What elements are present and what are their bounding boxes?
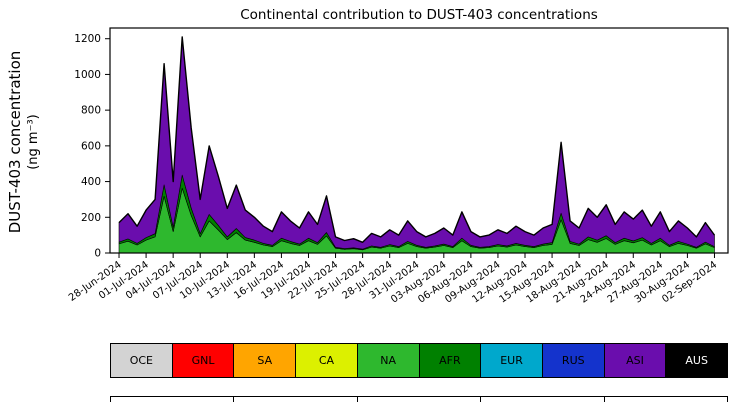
legend-item-AUS: AUS <box>665 344 728 377</box>
legend-item-GNL: GNL <box>171 344 234 377</box>
legend-item-EUR: EUR <box>480 344 542 377</box>
plot-frame <box>109 27 729 254</box>
y-tick-label: 400 <box>81 176 101 188</box>
legend-item-AFR: AFR <box>418 344 481 377</box>
legend-item-NA: NA <box>356 344 419 377</box>
y-tick-label: 200 <box>81 212 101 224</box>
y-tick-label: 1200 <box>74 33 101 45</box>
y-tick-label: 600 <box>81 140 101 152</box>
partial-table-cell <box>111 397 233 402</box>
partial-table-cell <box>233 397 356 402</box>
legend-item-CA: CA <box>295 344 357 377</box>
partial-table-row <box>110 396 728 402</box>
legend-item-RUS: RUS <box>541 344 604 377</box>
y-axis-label: DUST-403 concentration (ng m⁻³) <box>6 0 50 292</box>
legend-item-SA: SA <box>233 344 296 377</box>
continent-legend: OCE GNL SA CA NA AFR EUR RUS ASI AUS <box>110 343 728 378</box>
partial-table-cell <box>356 397 480 402</box>
chart-title: Continental contribution to DUST-403 con… <box>240 7 598 23</box>
y-tick-label: 800 <box>81 105 101 117</box>
y-tick-label: 0 <box>94 248 101 260</box>
partial-table-cell <box>480 397 603 402</box>
y-tick-label: 1000 <box>74 69 101 81</box>
y-axis-label-line1: DUST-403 concentration <box>6 50 24 234</box>
partial-table-cell <box>603 397 727 402</box>
legend-item-ASI: ASI <box>603 344 666 377</box>
legend-item-OCE: OCE <box>111 344 172 377</box>
total-concentration-line <box>118 36 716 244</box>
y-axis-label-line2: (ng m⁻³) <box>25 114 41 170</box>
